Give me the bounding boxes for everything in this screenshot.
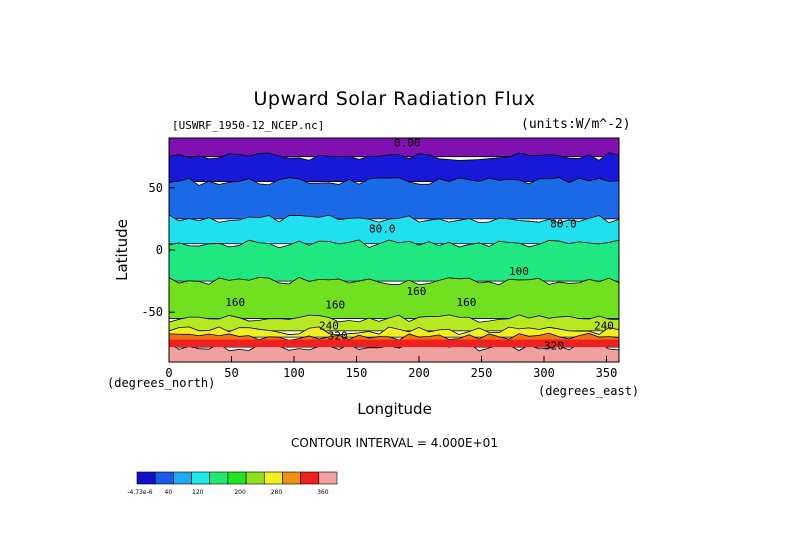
contour-label: 80.0 [369,223,396,236]
x-tick-label: 100 [283,366,305,380]
colorbar-swatch [300,471,320,485]
colorbar-swatch [263,471,283,485]
x-tick-label: 150 [346,366,368,380]
contour-label: 160 [325,298,345,311]
x-tick-label: 300 [533,366,555,380]
colorbar-swatch [245,471,265,485]
contour-label: 240 [319,320,339,333]
x-tick-label: 0 [165,366,172,380]
x-unit-label: (degrees_east) [538,384,640,398]
colorbar-label: 280 [271,489,283,496]
colorbar-swatch [227,471,247,485]
units-label: (units:W/m^-2) [521,117,631,132]
contour-label: 160 [225,296,245,309]
y-tick-label: -50 [141,305,163,319]
latitude-band [168,276,620,319]
contour-label: 160 [407,285,427,298]
colorbar-swatch [191,471,211,485]
contour-label: 0.00 [394,137,421,150]
latitude-band [168,239,620,282]
colorbar-label: 40 [165,489,173,496]
colorbar-swatch [209,471,229,485]
colorbar-label: 200 [234,489,246,496]
latitude-band [168,177,620,220]
x-tick-label: 200 [408,366,430,380]
contour-label: 160 [457,296,477,309]
latitude-band [168,326,620,338]
colorbar-swatch [154,471,174,485]
x-tick-label: 350 [596,366,618,380]
x-tick-label: 50 [224,366,238,380]
x-tick-label: 250 [471,366,493,380]
contour-label: 320 [544,340,564,353]
latitude-band [169,339,619,348]
y-tick-label: 50 [149,181,163,195]
contour-interval-note: CONTOUR INTERVAL = 4.000E+01 [291,436,498,450]
latitude-band [168,152,620,182]
colorbar-label: 120 [192,489,204,496]
contour-label: 240 [594,320,614,333]
colorbar-swatch [318,471,338,485]
colorbar-label: 360 [317,489,329,496]
contour-label: 80.0 [550,218,577,231]
colorbar-swatch [282,471,301,485]
file-label: [USWRF_1950-12_NCEP.nc] [172,119,325,132]
contour-label: 320 [328,330,348,343]
y-tick-label: 0 [156,243,163,257]
contour-label: 100 [509,265,529,278]
colorbar-swatch [136,471,156,485]
y-unit-label: (degrees_north) [107,376,216,390]
latitude-band [168,214,620,245]
latitude-band [168,314,620,332]
chart-title: Upward Solar Radiation Flux [253,88,536,110]
colorbar-swatch [173,471,192,485]
colorbar-label: -4.73e-6 [127,489,152,496]
x-axis-label: Longitude [357,400,432,418]
